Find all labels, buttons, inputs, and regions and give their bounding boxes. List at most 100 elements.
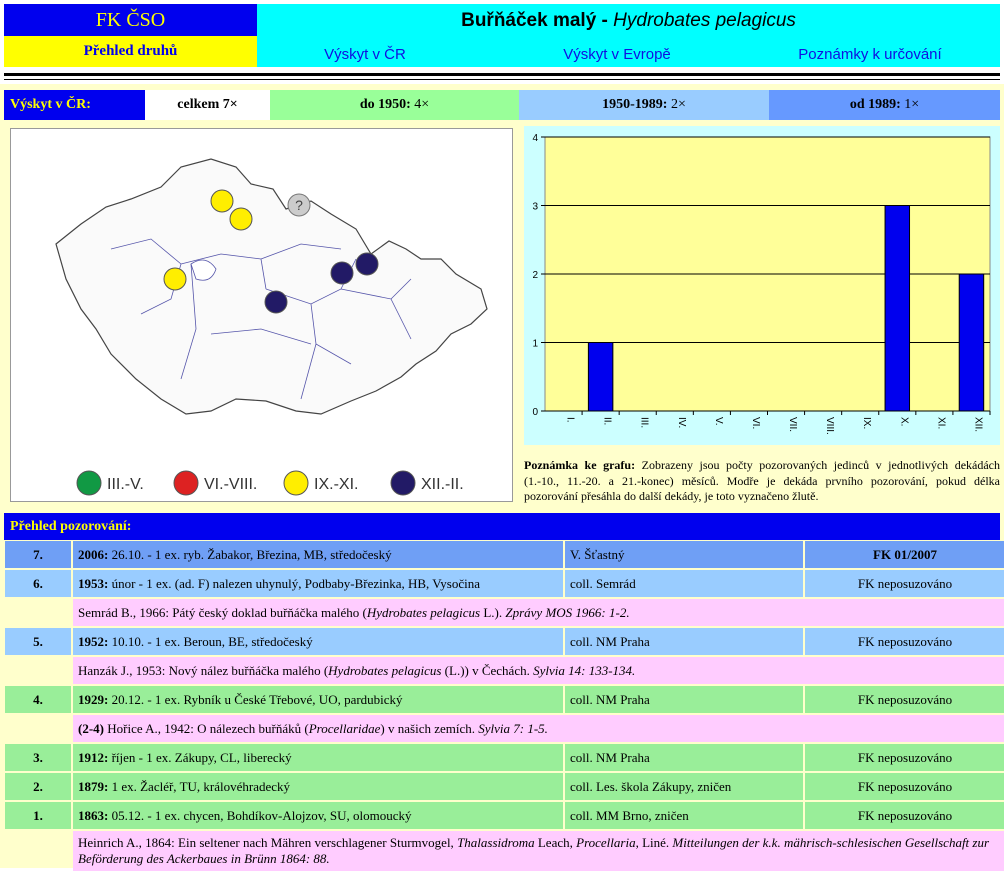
observation-row: 5. 1952: 10.10. - 1 ex. Beroun, BE, střed… xyxy=(5,628,1004,655)
title: Buřňáček malý - Hydrobates pelagicus xyxy=(257,10,1000,32)
reference-part: Procellaria xyxy=(576,835,636,850)
record-marker xyxy=(210,189,234,213)
reference-row: Heinrich A., 1864: Ein seltener nach Mäh… xyxy=(5,831,1004,871)
row-number: 6. xyxy=(33,575,43,591)
summary-cell-value: 1× xyxy=(904,97,920,112)
x-tick-label: X. xyxy=(898,417,909,426)
reference-part: Leach, xyxy=(534,835,577,850)
reference-part: ) v našich zemích. xyxy=(380,720,479,736)
observation-year: 1863: xyxy=(78,807,109,823)
species-list-link[interactable]: Přehled druhů xyxy=(4,36,257,67)
bar xyxy=(884,205,911,412)
observer: coll. Les. škola Zákupy, zničen xyxy=(570,778,732,794)
nav-link[interactable]: Výskyt v ČR xyxy=(324,46,406,63)
row-number: 7. xyxy=(33,546,43,562)
x-tick-label: V. xyxy=(713,417,724,426)
note-text: Zobrazeny jsou počty pozorovaných jedinc… xyxy=(524,458,1001,503)
summary-cell-label: celkem xyxy=(177,97,220,112)
title-latin: Hydrobates pelagicus xyxy=(613,10,796,31)
observation-row: 4. 1929: 20.12. - 1 ex. Rybník u České Tř… xyxy=(5,686,1004,713)
observation-year: 1953: xyxy=(78,575,109,591)
y-tick-label: 3 xyxy=(532,202,538,213)
observation-row: 2. 1879: 1 ex. Žacléř, TU, královéhradeck… xyxy=(5,773,1004,800)
observation-year: 1952: xyxy=(78,633,109,649)
observation-text: 10.10. - 1 ex. Beroun, BE, středočeský xyxy=(111,633,313,649)
observations-table: 7. 2006: 26.10. - 1 ex. ryb. Žabakor, Bře… xyxy=(3,539,1004,873)
status: FK neposuzováno xyxy=(857,575,953,591)
bar xyxy=(958,273,985,412)
x-tick-label: IV. xyxy=(676,417,687,428)
x-tick-label: I. xyxy=(565,417,576,423)
status: FK neposuzováno xyxy=(857,691,953,707)
record-marker xyxy=(355,252,379,276)
reference-part: Hořice A., 1942: O nálezech buřňáků ( xyxy=(104,720,309,736)
summary-cell-value: 7× xyxy=(222,97,238,112)
reference-row: Semrád B., 1966: Pátý český doklad buřňá… xyxy=(5,599,1004,626)
observation-row: 1. 1863: 05.12. - 1 ex. chycen, Bohdíkov-… xyxy=(5,802,1004,829)
summary-cell: celkem 7× xyxy=(145,90,270,120)
country-outline xyxy=(55,158,488,415)
map-panel: ? III.-V. VI.-VIII. IX.-XI. XII.-II. xyxy=(10,128,513,502)
status: FK 01/2007 xyxy=(873,546,937,562)
table-wrap: 7. 2006: 26.10. - 1 ex. ryb. Žabakor, Bře… xyxy=(3,539,1004,873)
nav-link[interactable]: Poznámky k určování xyxy=(798,46,942,63)
site-name[interactable]: FK ČSO xyxy=(4,4,257,36)
observation-year: 1929: xyxy=(78,691,109,707)
summary-cell-label: 1950-1989: xyxy=(602,97,668,112)
bar xyxy=(587,342,614,412)
reference-part: Hydrobates pelagicus xyxy=(328,662,442,678)
reference-part: , Liné. xyxy=(635,835,673,850)
unknown-marker xyxy=(287,193,311,217)
empty-cell xyxy=(5,599,71,626)
x-tick-label: XII. xyxy=(972,417,983,432)
title-czech: Buřňáček malý - xyxy=(461,10,614,31)
table-title: Přehled pozorování: xyxy=(4,513,1000,540)
record-marker xyxy=(163,267,187,291)
x-tick-label: VIII. xyxy=(824,417,835,435)
y-tick-label: 4 xyxy=(532,133,538,144)
reference-part: Procellaridae xyxy=(308,720,381,736)
legend-label: XII.-II. xyxy=(421,476,464,493)
x-tick-label: II. xyxy=(602,417,613,425)
status: FK neposuzováno xyxy=(857,633,953,649)
summary-cell: 1950-1989: 2× xyxy=(519,90,769,120)
nav-link[interactable]: Výskyt v Evropě xyxy=(563,46,671,63)
reference: (2-4) Hořice A., 1942: O nálezech buřňák… xyxy=(73,715,1004,742)
legend-swatch xyxy=(283,470,309,496)
prague xyxy=(190,259,217,281)
observer: coll. NM Praha xyxy=(570,633,650,649)
row-number: 2. xyxy=(33,778,43,794)
y-tick-label: 0 xyxy=(532,407,538,418)
x-tick-label: III. xyxy=(639,417,650,428)
observer: coll. MM Brno, zničen xyxy=(570,807,689,823)
legend-swatch xyxy=(76,470,102,496)
observation-text: 26.10. - 1 ex. ryb. Žabakor, Březina, MB… xyxy=(111,546,392,562)
separator xyxy=(4,73,1000,76)
legend-label: IX.-XI. xyxy=(314,476,358,493)
reference-part: Hanzák J., 1953: Nový nález buřňáčka mal… xyxy=(78,662,329,678)
legend-swatch xyxy=(173,470,199,496)
reference-part: Semrád B., 1966: Pátý český doklad buřňá… xyxy=(78,604,367,620)
summary-cell-label: od 1989: xyxy=(849,97,901,112)
reference: Heinrich A., 1864: Ein seltener nach Mäh… xyxy=(73,831,1004,871)
summary-cell-value: 4× xyxy=(414,97,430,112)
observation: 1953: únor - 1 ex. (ad. F) nalezen uhynu… xyxy=(73,570,563,597)
separator xyxy=(4,79,1000,80)
observation: 1912: říjen - 1 ex. Zákupy, CL, libereck… xyxy=(73,744,563,771)
empty-cell xyxy=(5,831,71,871)
empty-cell xyxy=(5,715,71,742)
reference-part: Mitteilungen der k.k. mährisch-schlesisc… xyxy=(78,835,990,866)
reference: Hanzák J., 1953: Nový nález buřňáčka mal… xyxy=(73,657,1004,684)
observation-text: 1 ex. Žacléř, TU, královéhradecký xyxy=(111,778,291,794)
reference-part: Sylvia 7: 1-5. xyxy=(478,720,548,736)
legend-swatch xyxy=(390,470,416,496)
observation: 1863: 05.12. - 1 ex. chycen, Bohdíkov-Al… xyxy=(73,802,563,829)
reference-part: L.). xyxy=(480,604,506,620)
header-bar: Buřňáček malý - Hydrobates pelagicus Výs… xyxy=(257,4,1000,67)
observation-year: 2006: xyxy=(78,546,109,562)
reference: Semrád B., 1966: Pátý český doklad buřňá… xyxy=(73,599,1004,626)
note-label: Poznámka ke grafu: xyxy=(524,458,636,472)
reference-part: Zprávy MOS 1966: 1-2. xyxy=(505,604,630,620)
legend-label: VI.-VIII. xyxy=(204,476,257,493)
